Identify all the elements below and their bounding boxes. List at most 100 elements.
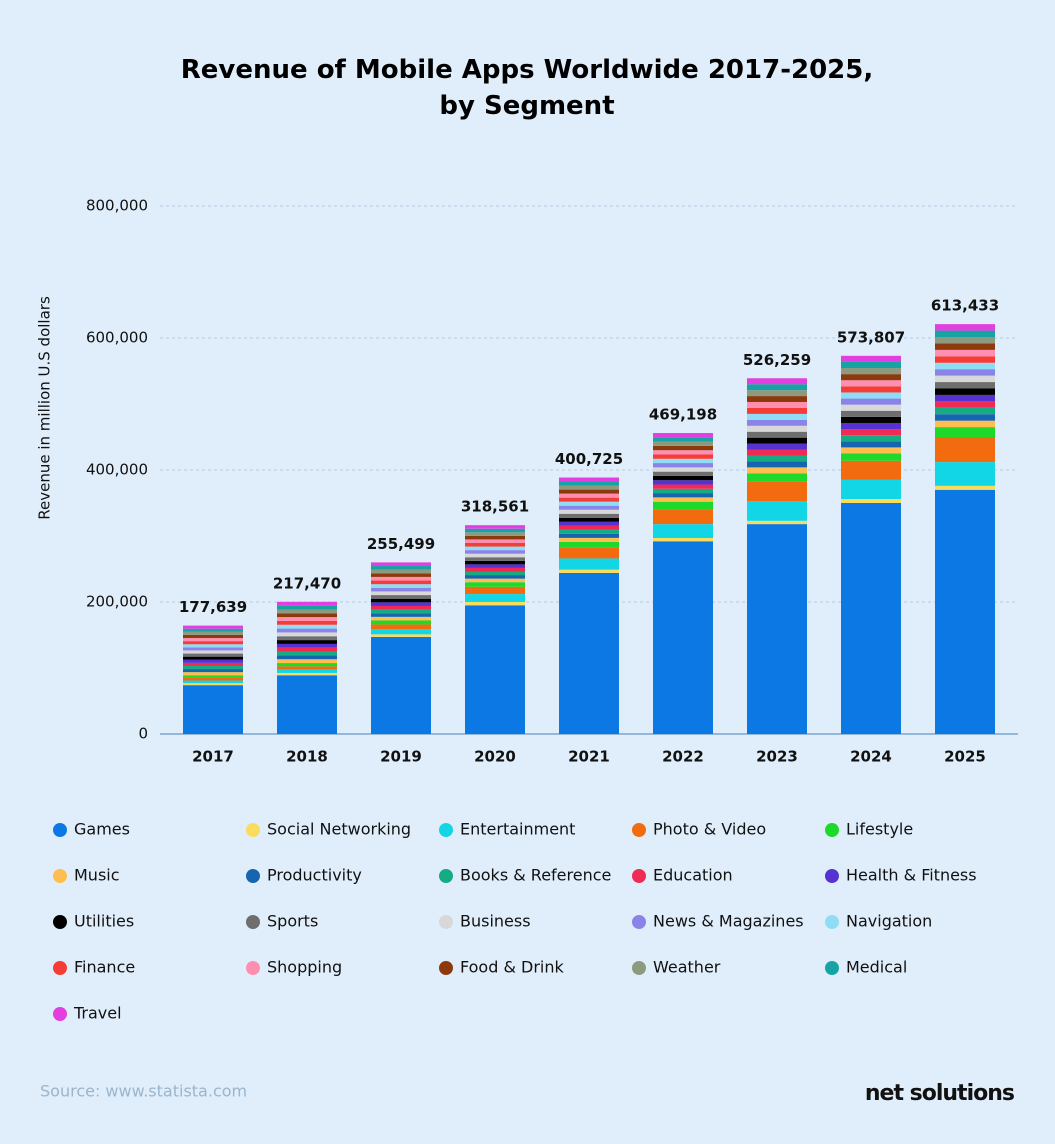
legend-label: Finance [74,958,135,977]
y-tick-label: 800,000 [86,197,148,215]
bar-segment [465,605,525,734]
bar-segment [277,663,337,667]
bar-segment [841,422,901,430]
bar-segment [371,576,431,581]
bar-segment [371,584,431,588]
x-tick-label: 2018 [286,748,328,766]
bar-segment [935,414,995,421]
legend-label: Entertainment [460,820,575,839]
bar-segment [653,467,713,472]
bar-segment [747,390,807,397]
bar-segment [277,669,337,673]
bar-segment [277,609,337,614]
legend-swatch [53,961,67,975]
bar-segment [183,669,243,673]
bar-segment [559,517,619,522]
bar-segment [277,601,337,606]
bar-segment [559,525,619,530]
bar-segment [653,454,713,459]
x-tick-label: 2025 [944,748,986,766]
bar-segment [935,462,995,486]
bar-segment [747,402,807,408]
bar-segment [747,481,807,502]
bar-segment [465,594,525,602]
chart-title: Revenue of Mobile Apps Worldwide 2017-20… [180,55,874,121]
bar-segment [935,337,995,344]
bar-segment [841,410,901,417]
bar-segment [653,458,713,464]
bar-segment [841,441,901,448]
bar-segment [653,541,713,734]
bar-segment [465,582,525,587]
bar-segment [747,461,807,468]
bar-segment [183,653,243,657]
bar-segment [465,553,525,558]
bar-segment [465,571,525,576]
bar-segment [183,650,243,654]
total-label: 217,470 [273,574,341,592]
bar-segment [465,578,525,583]
bar-segment [183,677,243,681]
bar-segment [559,493,619,498]
bar-segment [747,396,807,403]
bar-segment [841,453,901,461]
bar-segment [465,550,525,554]
bar-segment [935,437,995,463]
bar-segment [371,566,431,570]
total-label: 573,807 [837,328,905,346]
legend-swatch [53,915,67,929]
bar-segment [747,520,807,525]
bar-segment [653,471,713,476]
bar-segment [747,437,807,444]
bar-segment [277,628,337,633]
bar-segment [183,659,243,663]
bar-segment [935,485,995,490]
bar-segment [183,638,243,642]
bar-segment [183,680,243,684]
bar-segment [465,586,525,595]
legend-label: Navigation [846,912,932,931]
bar-segment [841,503,901,734]
legend-label: Health & Fitness [846,866,977,885]
bar-segment [653,488,713,494]
bar-segment [183,634,243,639]
legend-label: Utilities [74,912,134,931]
bar-segment [653,437,713,442]
bar-segment [841,404,901,411]
bar-segment [559,513,619,518]
bar-segment [841,355,901,362]
legend-label: Education [653,866,733,885]
bar-segment [465,564,525,568]
bar-segment [841,398,901,405]
bar-segment [183,683,243,686]
bar-segment [371,591,431,596]
bar-segment [935,401,995,408]
bar-segment [183,644,243,648]
bar-segment [371,613,431,617]
bar-segment [653,509,713,525]
bar-segment [559,569,619,573]
bar-segment [841,447,901,454]
bar-segment [935,375,995,383]
bar-segment [371,609,431,614]
bar-segment [371,629,431,635]
total-label: 318,561 [461,498,529,516]
bar-segment [465,535,525,540]
bar-segment [935,382,995,389]
bar-segment [747,384,807,391]
legend-label: Medical [846,958,907,977]
bar-segment [559,505,619,510]
y-tick-label: 200,000 [86,593,148,611]
legend-swatch [825,823,839,837]
bar-segment [559,501,619,506]
bar-segment [935,330,995,338]
legend-label: News & Magazines [653,912,804,931]
bar-segment [841,361,901,369]
bar-segment [277,605,337,610]
bar-segment [841,380,901,387]
legend-swatch [439,961,453,975]
legend-swatch [439,823,453,837]
bar-segment [653,445,713,451]
bar-segment [277,655,337,660]
